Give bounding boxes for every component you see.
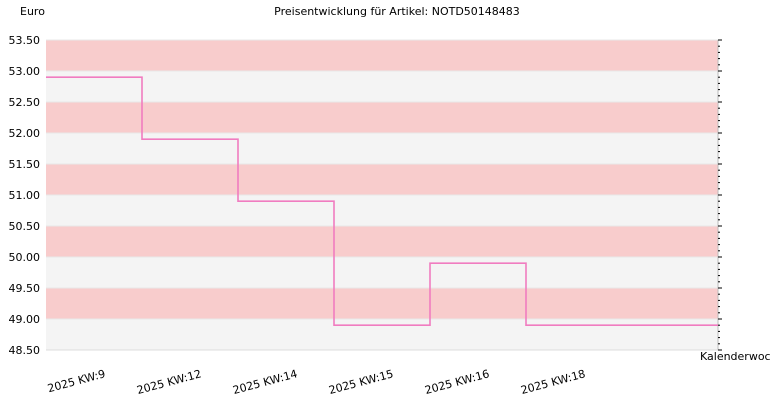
- x-tick-label: 2025 KW:14: [231, 367, 298, 397]
- y-tick-label: 50.00: [9, 251, 41, 264]
- y-tick-label: 51.00: [9, 189, 41, 202]
- background-band: [46, 319, 718, 350]
- background-band: [46, 257, 718, 288]
- background-band: [46, 226, 718, 257]
- y-tick-label: 50.50: [9, 220, 41, 233]
- y-tick-label: 51.50: [9, 158, 41, 171]
- background-band: [46, 133, 718, 164]
- background-band: [46, 164, 718, 195]
- y-tick-label: 49.00: [9, 313, 41, 326]
- background-band: [46, 102, 718, 133]
- background-band: [46, 195, 718, 226]
- y-tick-label: 49.50: [9, 282, 41, 295]
- y-tick-label: 48.50: [9, 344, 41, 357]
- y-tick-label: 53.00: [9, 65, 41, 78]
- x-tick-label: 2025 KW:16: [423, 367, 490, 397]
- y-tick-label: 53.50: [9, 34, 41, 47]
- x-tick-label: 2025 KW:18: [519, 367, 586, 397]
- price-step-line: [46, 76, 718, 326]
- x-tick-label: 2025 KW:9: [46, 367, 107, 395]
- y-axis-label: Euro: [20, 5, 45, 18]
- y-tick-label: 52.50: [9, 96, 41, 109]
- x-tick-label: 2025 KW:12: [135, 367, 202, 397]
- background-band: [46, 40, 718, 71]
- x-tick-label: 2025 KW:15: [327, 367, 394, 397]
- background-band: [46, 71, 718, 102]
- x-axis-label: Kalenderwoche: [700, 350, 770, 363]
- y-tick-label: 52.00: [9, 127, 41, 140]
- background-band: [46, 288, 718, 319]
- chart-title: Preisentwicklung für Artikel: NOTD501484…: [274, 5, 520, 18]
